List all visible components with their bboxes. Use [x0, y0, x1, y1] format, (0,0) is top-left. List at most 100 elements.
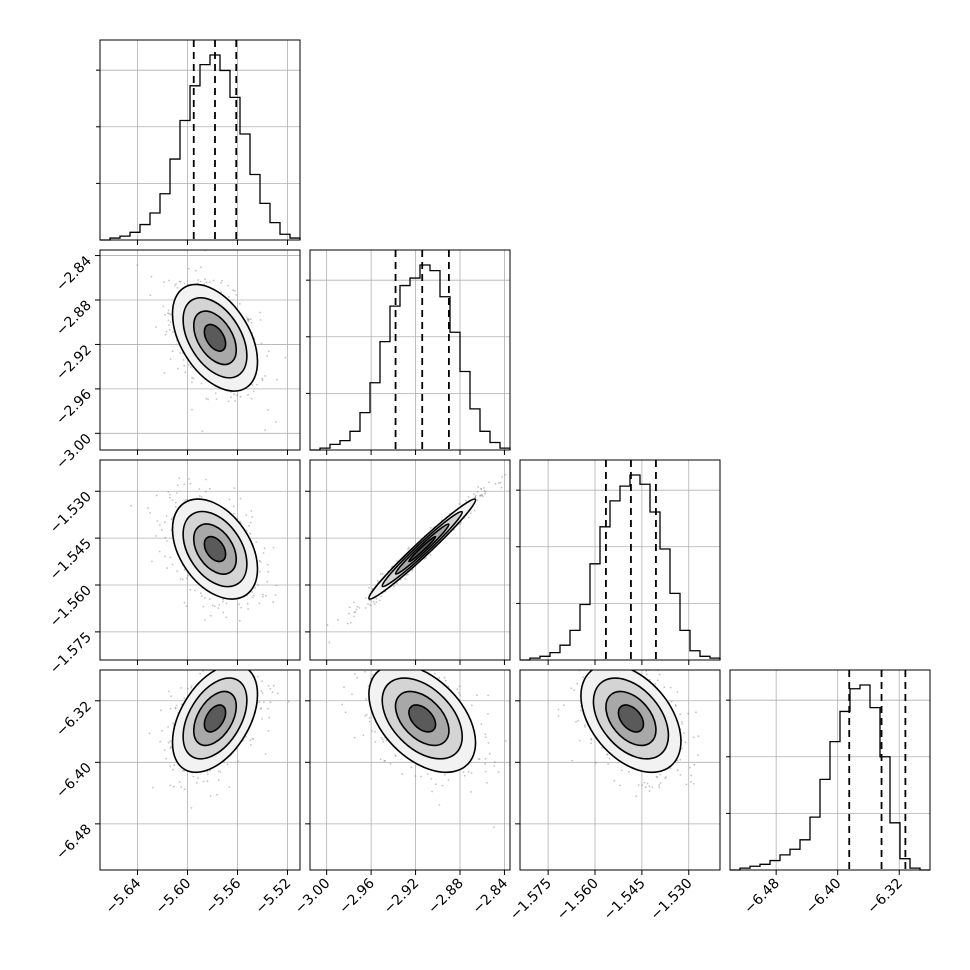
scatter-point [447, 779, 450, 781]
scatter-point [606, 753, 608, 756]
scatter-point [222, 598, 225, 601]
scatter-point [211, 604, 214, 607]
scatter-point [227, 284, 230, 287]
contour-line-2 [394, 523, 450, 575]
contour-line-2 [394, 690, 450, 747]
scatter-point [247, 318, 250, 321]
scatter-point [258, 570, 261, 573]
scatter-point [372, 600, 375, 603]
scatter-point [392, 650, 394, 652]
scatter-point [178, 280, 181, 283]
scatter-point [692, 782, 695, 785]
scatter-point [575, 720, 577, 723]
scatter-point [487, 742, 490, 744]
scatter-point [249, 521, 252, 524]
scatter-point [261, 377, 264, 380]
scatter-point [355, 608, 358, 611]
scatter-point [259, 319, 262, 321]
scatter-point [658, 786, 661, 789]
scatter-point [462, 771, 465, 774]
scatter-point [401, 773, 404, 775]
scatter-point [200, 266, 202, 269]
scatter-point [628, 770, 630, 773]
scatter-point [674, 704, 677, 706]
scatter-point [155, 535, 158, 537]
scatter-point [476, 694, 478, 697]
scatter-point [168, 279, 170, 282]
scatter-point [588, 665, 590, 667]
scatter-point [238, 655, 240, 657]
scatter-point [206, 773, 209, 776]
scatter-point [407, 668, 409, 670]
scatter-point [202, 780, 205, 783]
scatter-point [262, 552, 265, 554]
scatter-point [601, 747, 603, 749]
scatter-point [658, 673, 661, 676]
scatter-point [250, 321, 253, 324]
scatter-point [484, 757, 487, 760]
scatter-point [389, 762, 392, 765]
x-tick-label: −1.530 [648, 876, 696, 924]
scatter-point [167, 309, 170, 312]
scatter-point [348, 612, 350, 615]
scatter-point [261, 680, 264, 683]
scatter-point [209, 614, 212, 617]
scatter-point [220, 281, 223, 284]
scatter-point [408, 546, 410, 549]
scatter-point [474, 496, 477, 499]
scatter-point [504, 473, 507, 476]
scatter-point [681, 723, 684, 725]
scatter-point [225, 602, 228, 605]
scatter-point [670, 700, 673, 703]
scatter-point [210, 665, 212, 667]
scatter-point [252, 738, 255, 740]
scatter-point [381, 573, 384, 575]
scatter-point [379, 573, 382, 576]
scatter-point [477, 486, 480, 488]
scatter-point [269, 701, 272, 704]
scatter-point [433, 672, 436, 675]
scatter-point [351, 693, 353, 696]
scatter-point [250, 629, 252, 631]
scatter-point [267, 350, 270, 353]
scatter-point [200, 592, 202, 594]
scatter-point [431, 790, 433, 793]
panel-content [136, 250, 287, 432]
scatter-point [164, 313, 167, 316]
scatter-point [180, 786, 183, 788]
scatter-point [269, 687, 272, 690]
x-tick-label: −1.545 [601, 876, 649, 924]
contour-line-2 [605, 690, 657, 747]
scatter-point [374, 741, 377, 743]
x-tick-label: −2.84 [470, 875, 512, 917]
scatter-point [169, 358, 172, 360]
scatter-point [251, 591, 254, 593]
scatter-point [607, 667, 609, 669]
scatter-point [173, 284, 176, 287]
y-tick-label: −2.92 [53, 342, 95, 384]
scatter-point [337, 618, 339, 621]
scatter-point [402, 667, 404, 669]
scatter-point [343, 686, 345, 688]
y-tick-label: −2.96 [53, 386, 95, 428]
scatter-point [743, 792, 745, 794]
scatter-point [404, 578, 406, 580]
scatter-point [169, 493, 171, 496]
scatter-point [264, 429, 267, 431]
scatter-point [246, 318, 249, 321]
scatter-point [367, 603, 369, 605]
panel-content [341, 629, 507, 829]
contour-line-0 [580, 670, 682, 774]
scatter-point [501, 476, 504, 478]
scatter-point [263, 547, 266, 550]
scatter-point [488, 481, 490, 484]
scatter-point [213, 605, 216, 608]
scatter-point [369, 677, 372, 680]
scatter-point [206, 770, 209, 773]
scatter-point [410, 629, 412, 631]
scatter-point [268, 716, 271, 719]
scatter-point [493, 765, 496, 767]
scatter-point [264, 375, 266, 377]
scatter-point [165, 757, 167, 760]
scatter-point [168, 312, 171, 315]
